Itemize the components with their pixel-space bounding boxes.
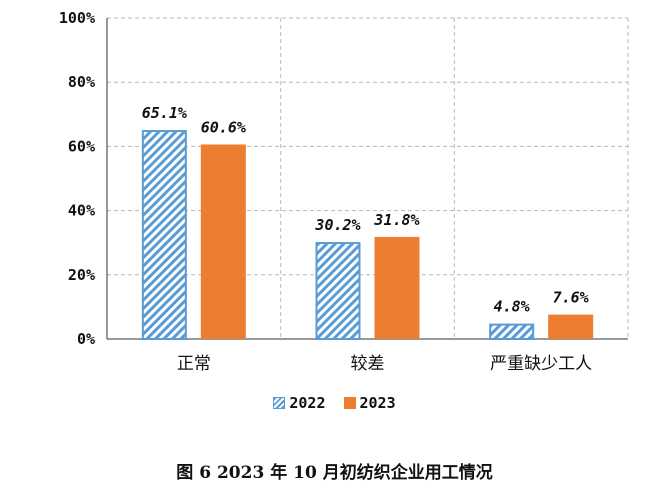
data-label-2023-1: 31.8% xyxy=(373,211,419,229)
y-tick-label: 80% xyxy=(68,73,95,91)
data-label-2022-2: 4.8% xyxy=(494,298,530,316)
legend-item-2022: 2022 xyxy=(273,394,326,412)
legend-swatch-2023 xyxy=(343,397,356,409)
legend-label-2023: 2023 xyxy=(359,394,396,412)
legend-label-2022: 2022 xyxy=(289,394,326,412)
bar-2022-1 xyxy=(315,242,361,340)
y-tick-label: 20% xyxy=(68,266,95,284)
data-label-2023-0: 60.6% xyxy=(201,118,246,136)
y-tick-label: 0% xyxy=(77,330,95,348)
bar-2022-2 xyxy=(489,323,535,341)
legend: 2022 2023 xyxy=(0,394,669,412)
legend-swatch-2022 xyxy=(273,397,286,409)
bar-chart: 0% 20% 40% 60% 80% 100% 正常 较差 严重缺少工人 65.1% 60.6% 3… xyxy=(59,9,629,374)
legend-item-2023: 2023 xyxy=(343,394,396,412)
data-label-2022-1: 30.2% xyxy=(314,216,360,234)
data-label-2023-2: 7.6% xyxy=(553,289,589,307)
y-tick-label: 60% xyxy=(68,137,95,155)
category-label: 较差 xyxy=(351,354,385,374)
figure-caption: 图 6 2023 年 10 月初纺织企业用工情况 xyxy=(176,463,493,483)
y-tick-label: 100% xyxy=(59,9,95,27)
bar-2023-0 xyxy=(200,144,246,339)
y-tick-label: 40% xyxy=(68,202,95,220)
bar-2022-0 xyxy=(141,130,187,340)
category-label: 正常 xyxy=(177,354,211,374)
data-label-2022-0: 65.1% xyxy=(142,104,187,122)
bar-2023-1 xyxy=(374,236,420,339)
bar-2023-2 xyxy=(548,314,594,339)
category-label: 严重缺少工人 xyxy=(490,354,592,374)
